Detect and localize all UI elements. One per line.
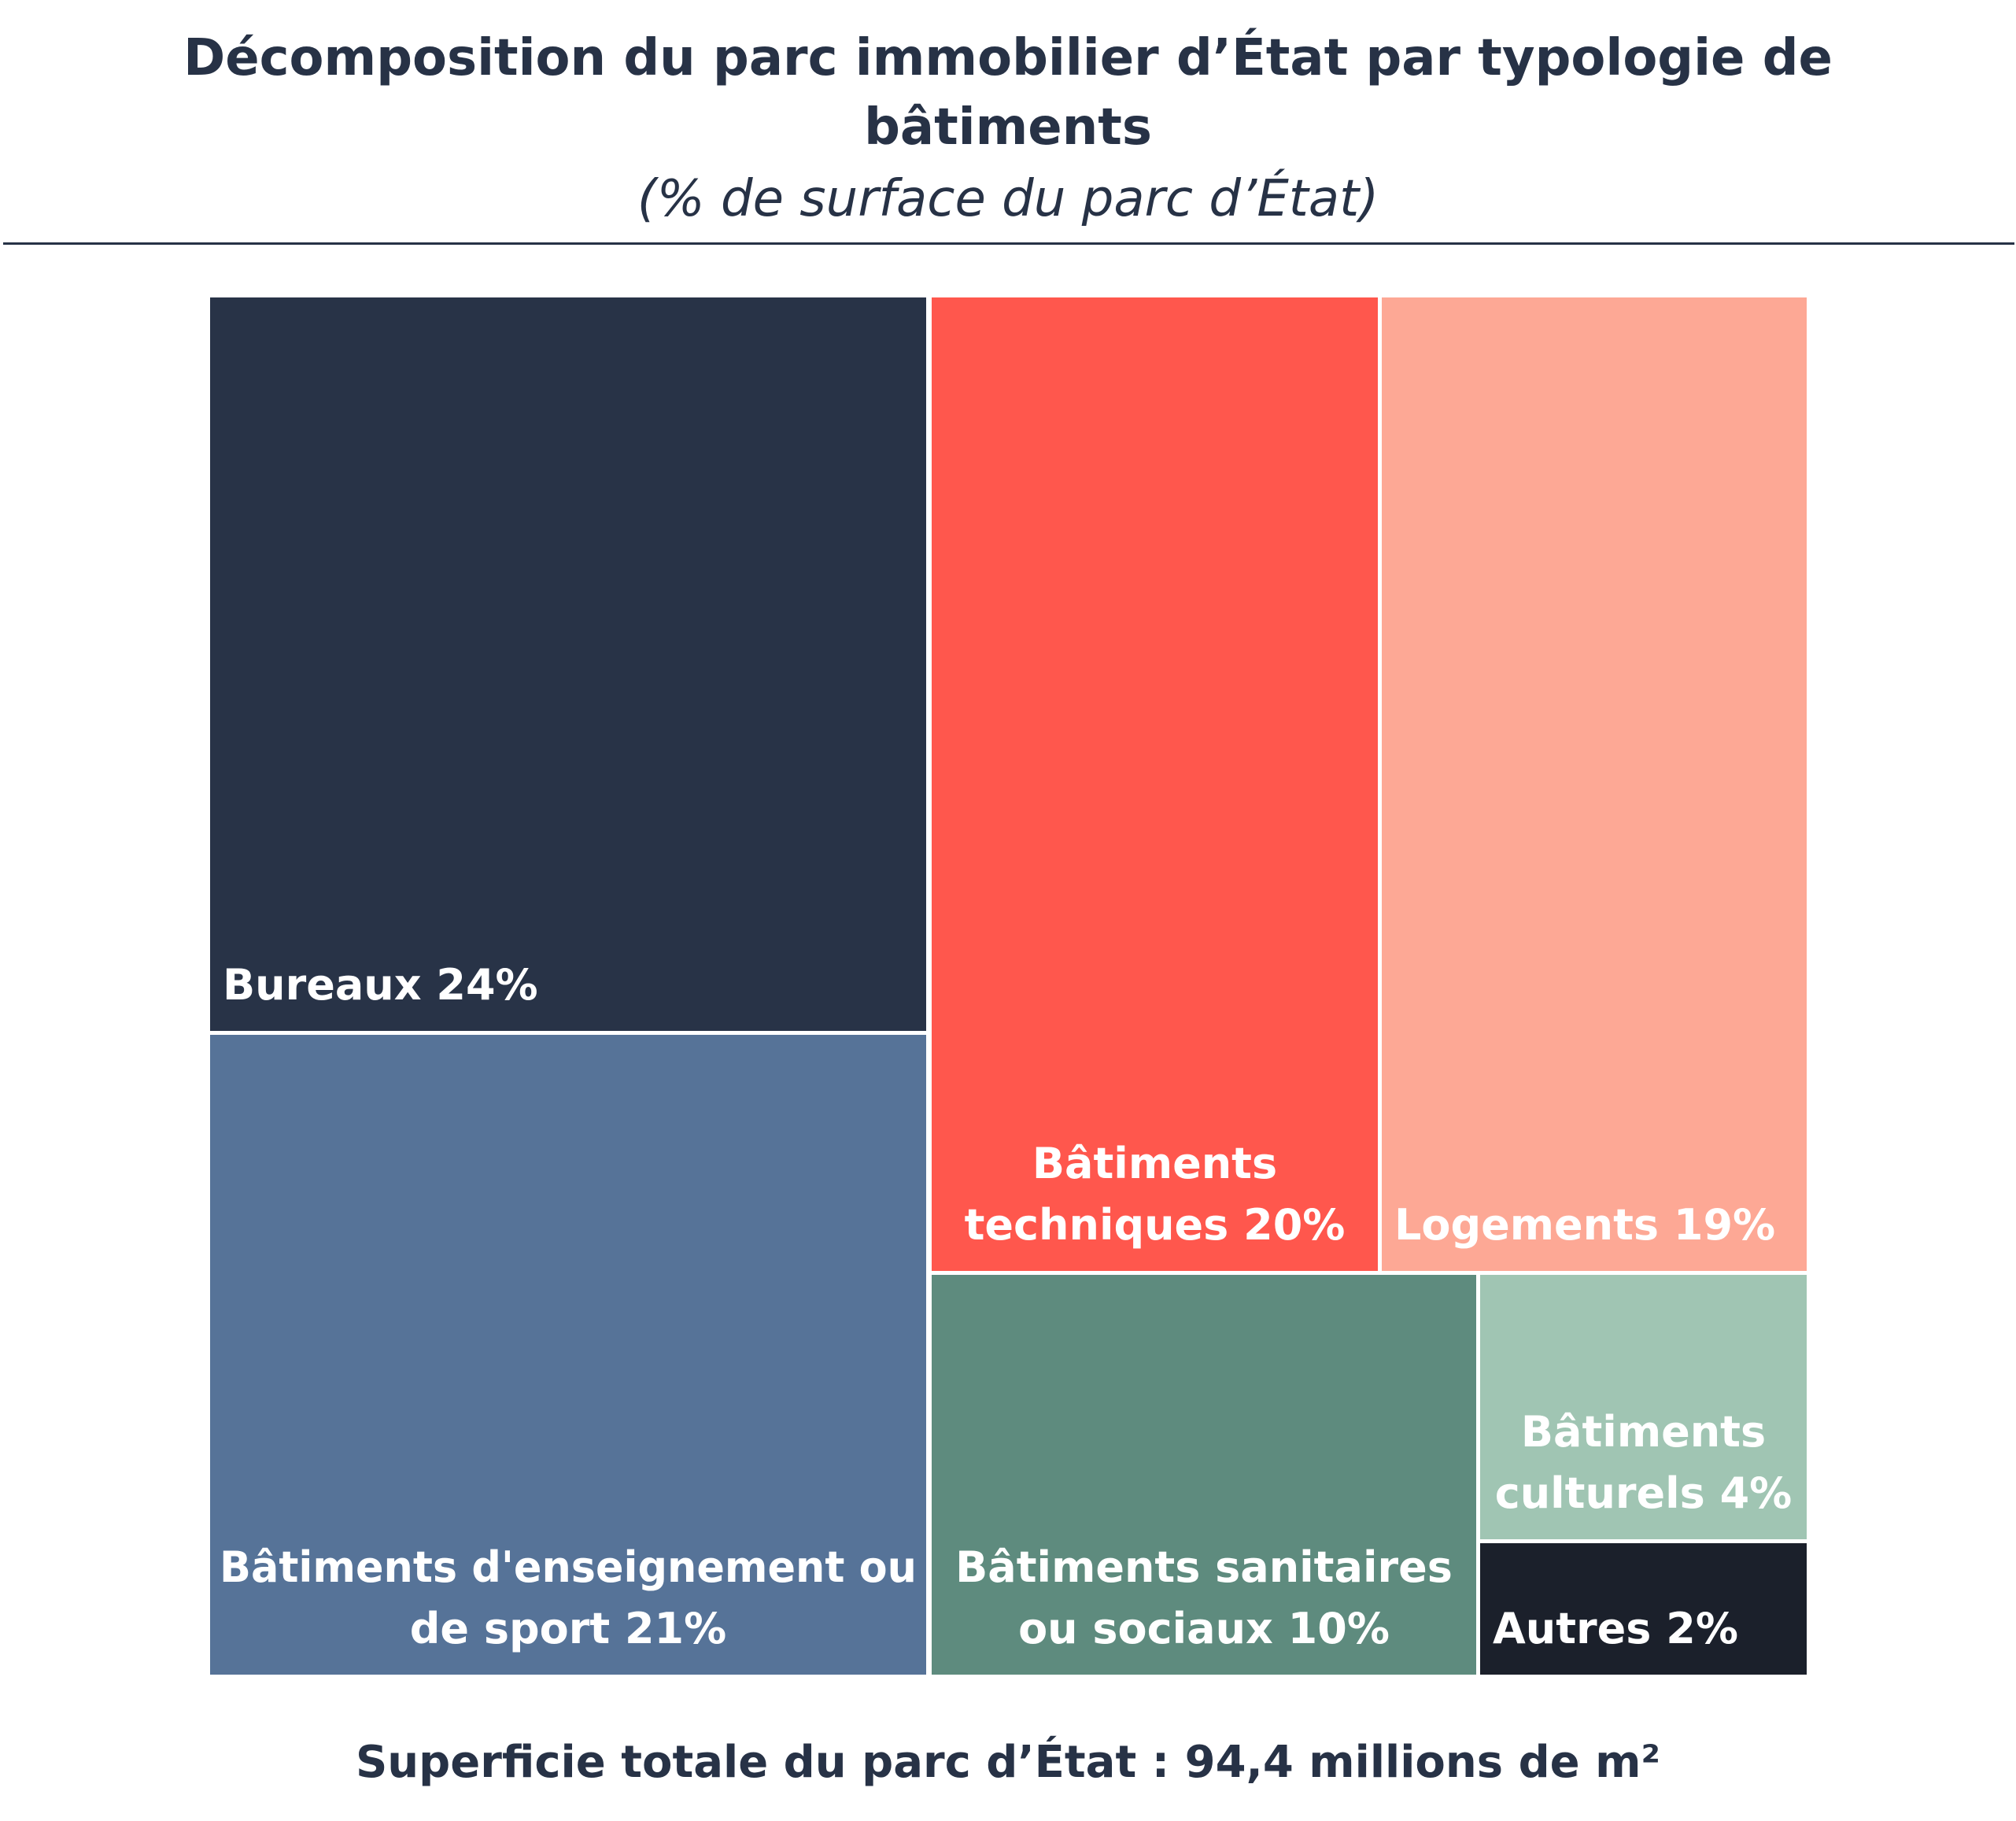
tile-label-batiments-d-enseignement-ou-de-sport: Bâtiments d'enseignement ou [220, 1542, 917, 1592]
tile-label-batiments-culturels: Bâtiments [1521, 1407, 1766, 1457]
total-surface-note: Superficie totale du parc d’État : 94,4 … [355, 1737, 1661, 1788]
tile-rect-batiments-techniques [932, 297, 1378, 1271]
chart-title: Décomposition du parc immobilier d’État … [183, 29, 1833, 157]
chart-subtitle: (% de surface du parc d’État) [637, 170, 1379, 228]
tile-label-batiments-techniques: Bâtiments [1032, 1139, 1277, 1188]
tile-rect-logements [1382, 297, 1807, 1271]
tile-label-autres: Autres 2% [1493, 1604, 1738, 1653]
tile-batiments-culturels: Bâtiments culturels 4% [1480, 1275, 1807, 1539]
tile-rect-autres [1480, 1543, 1807, 1675]
tile-bureaux: Bureaux 24% [210, 297, 926, 1031]
tile-label-batiments-sanitaires-ou-sociaux: ou sociaux 10% [1018, 1604, 1390, 1653]
tile-label-batiments-culturels: culturels 4% [1495, 1468, 1793, 1518]
tile-autres: Autres 2% [1480, 1543, 1807, 1675]
tile-rect-bureaux [210, 297, 926, 1031]
tile-batiments-sanitaires-ou-sociaux: Bâtiments sanitaires ou sociaux 10% [932, 1275, 1476, 1675]
tile-label-logements: Logements 19% [1394, 1200, 1775, 1250]
tile-rect-batiments-sanitaires-ou-sociaux [932, 1275, 1476, 1675]
tile-label-batiments-d-enseignement-ou-de-sport: de sport 21% [410, 1604, 726, 1653]
tile-batiments-d-enseignement-ou-de-sport: Bâtiments d'enseignement ou de sport 21% [210, 1035, 926, 1675]
tile-label-bureaux: Bureaux 24% [223, 960, 538, 1010]
tile-rect-batiments-culturels [1480, 1275, 1807, 1539]
tile-rect-batiments-d-enseignement-ou-de-sport [210, 1035, 926, 1675]
tile-logements: Logements 19% [1382, 297, 1807, 1271]
tile-label-batiments-techniques: techniques 20% [965, 1200, 1346, 1250]
tile-label-batiments-sanitaires-ou-sociaux: Bâtiments sanitaires [955, 1542, 1453, 1592]
title-divider [3, 242, 2014, 245]
tile-batiments-techniques: Bâtiments techniques 20% [932, 297, 1378, 1271]
